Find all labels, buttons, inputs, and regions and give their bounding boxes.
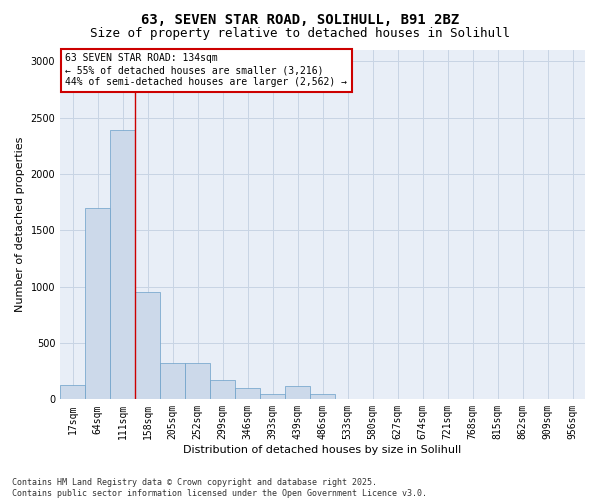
X-axis label: Distribution of detached houses by size in Solihull: Distribution of detached houses by size … [184,445,462,455]
Bar [185,364,210,400]
Text: Size of property relative to detached houses in Solihull: Size of property relative to detached ho… [90,28,510,40]
Bar [210,380,235,400]
Bar [85,208,110,400]
Text: Contains HM Land Registry data © Crown copyright and database right 2025.
Contai: Contains HM Land Registry data © Crown c… [12,478,427,498]
Bar [260,394,285,400]
Text: 63, SEVEN STAR ROAD, SOLIHULL, B91 2BZ: 63, SEVEN STAR ROAD, SOLIHULL, B91 2BZ [141,12,459,26]
Bar [60,384,85,400]
Bar [110,130,135,400]
Y-axis label: Number of detached properties: Number of detached properties [15,137,25,312]
Bar [135,292,160,400]
Bar [285,386,310,400]
Bar [160,364,185,400]
Text: 63 SEVEN STAR ROAD: 134sqm
← 55% of detached houses are smaller (3,216)
44% of s: 63 SEVEN STAR ROAD: 134sqm ← 55% of deta… [65,54,347,86]
Bar [235,388,260,400]
Bar [310,394,335,400]
